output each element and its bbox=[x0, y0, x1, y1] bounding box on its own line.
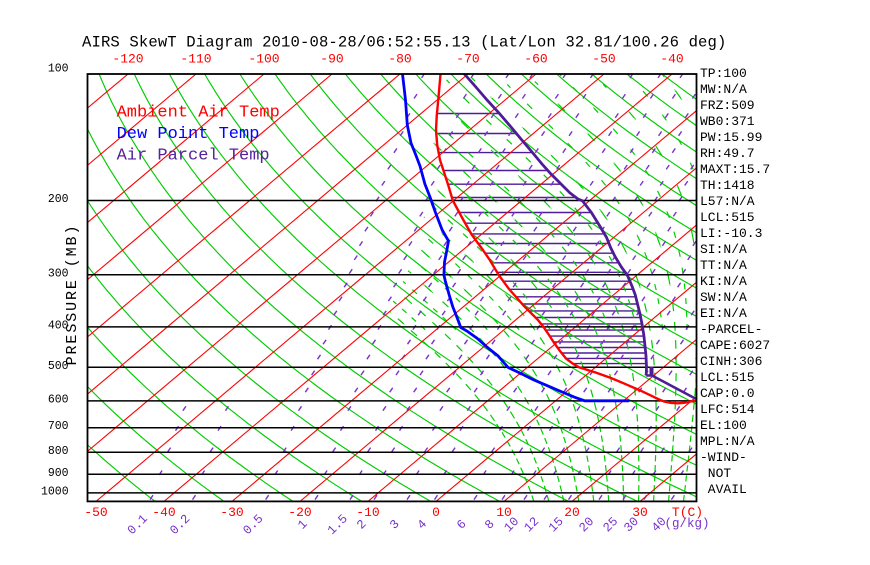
svg-text:MW:N/A: MW:N/A bbox=[700, 82, 747, 97]
svg-text:-120: -120 bbox=[112, 52, 143, 67]
svg-text:T(C): T(C) bbox=[672, 505, 703, 520]
svg-text:500: 500 bbox=[48, 360, 69, 373]
svg-text:TH:1418: TH:1418 bbox=[700, 178, 755, 193]
svg-text:WB0:371: WB0:371 bbox=[700, 114, 755, 129]
svg-text:-40: -40 bbox=[152, 505, 175, 520]
svg-text:PW:15.99: PW:15.99 bbox=[700, 130, 762, 145]
svg-text:-110: -110 bbox=[180, 52, 211, 67]
svg-text:-50: -50 bbox=[84, 505, 107, 520]
svg-text:700: 700 bbox=[48, 420, 69, 433]
svg-text:-100: -100 bbox=[248, 52, 279, 67]
svg-text:KI:N/A: KI:N/A bbox=[700, 274, 747, 289]
svg-text:900: 900 bbox=[48, 467, 69, 480]
svg-text:20: 20 bbox=[564, 505, 580, 520]
svg-text:10: 10 bbox=[496, 505, 512, 520]
svg-text:-40: -40 bbox=[660, 52, 683, 67]
svg-text:-WIND-: -WIND- bbox=[700, 450, 747, 465]
svg-text:LCL:515: LCL:515 bbox=[700, 370, 755, 385]
svg-text:600: 600 bbox=[48, 393, 69, 406]
svg-text:300: 300 bbox=[48, 267, 69, 280]
svg-text:-30: -30 bbox=[220, 505, 243, 520]
svg-text:-80: -80 bbox=[388, 52, 411, 67]
svg-text:-90: -90 bbox=[320, 52, 343, 67]
svg-text:200: 200 bbox=[48, 193, 69, 206]
svg-text:LFC:514: LFC:514 bbox=[700, 402, 755, 417]
svg-text:-60: -60 bbox=[524, 52, 547, 67]
svg-text:FRZ:509: FRZ:509 bbox=[700, 98, 755, 113]
svg-text:Air Parcel Temp: Air Parcel Temp bbox=[117, 147, 270, 166]
svg-text:-70: -70 bbox=[456, 52, 479, 67]
svg-text:SI:N/A: SI:N/A bbox=[700, 242, 747, 257]
svg-text:NOT: NOT bbox=[700, 466, 731, 481]
svg-text:PRESSURE (MB): PRESSURE (MB) bbox=[64, 224, 81, 366]
svg-text:MPL:N/A: MPL:N/A bbox=[700, 434, 755, 449]
svg-text:SW:N/A: SW:N/A bbox=[700, 290, 747, 305]
svg-text:MAXT:15.7: MAXT:15.7 bbox=[700, 162, 770, 177]
svg-text:AIRS SkewT Diagram 2010-08-28/: AIRS SkewT Diagram 2010-08-28/06:52:55.1… bbox=[82, 34, 727, 52]
svg-text:CAP:0.0: CAP:0.0 bbox=[700, 386, 755, 401]
svg-text:CINH:306: CINH:306 bbox=[700, 354, 762, 369]
svg-text:-PARCEL-: -PARCEL- bbox=[700, 322, 762, 337]
svg-text:100: 100 bbox=[48, 63, 69, 76]
svg-text:30: 30 bbox=[632, 505, 648, 520]
svg-text:0: 0 bbox=[432, 505, 440, 520]
svg-text:1000: 1000 bbox=[41, 485, 69, 498]
svg-text:400: 400 bbox=[48, 319, 69, 332]
svg-text:RH:49.7: RH:49.7 bbox=[700, 146, 755, 161]
svg-text:-50: -50 bbox=[592, 52, 615, 67]
svg-text:TP:100: TP:100 bbox=[700, 66, 747, 81]
svg-text:Ambient Air Temp: Ambient Air Temp bbox=[117, 104, 280, 123]
svg-text:-20: -20 bbox=[288, 505, 311, 520]
svg-text:AVAIL: AVAIL bbox=[700, 482, 747, 497]
svg-text:EL:100: EL:100 bbox=[700, 418, 747, 433]
svg-text:CAPE:6027: CAPE:6027 bbox=[700, 338, 770, 353]
svg-text:EI:N/A: EI:N/A bbox=[700, 306, 747, 321]
svg-text:LI:-10.3: LI:-10.3 bbox=[700, 226, 762, 241]
svg-text:800: 800 bbox=[48, 445, 69, 458]
svg-text:Dew Point Temp: Dew Point Temp bbox=[117, 125, 260, 144]
svg-text:LCL:515: LCL:515 bbox=[700, 210, 755, 225]
svg-text:L57:N/A: L57:N/A bbox=[700, 194, 755, 209]
svg-text:-10: -10 bbox=[356, 505, 379, 520]
svg-text:(g/kg): (g/kg) bbox=[664, 517, 709, 531]
svg-text:TT:N/A: TT:N/A bbox=[700, 258, 747, 273]
